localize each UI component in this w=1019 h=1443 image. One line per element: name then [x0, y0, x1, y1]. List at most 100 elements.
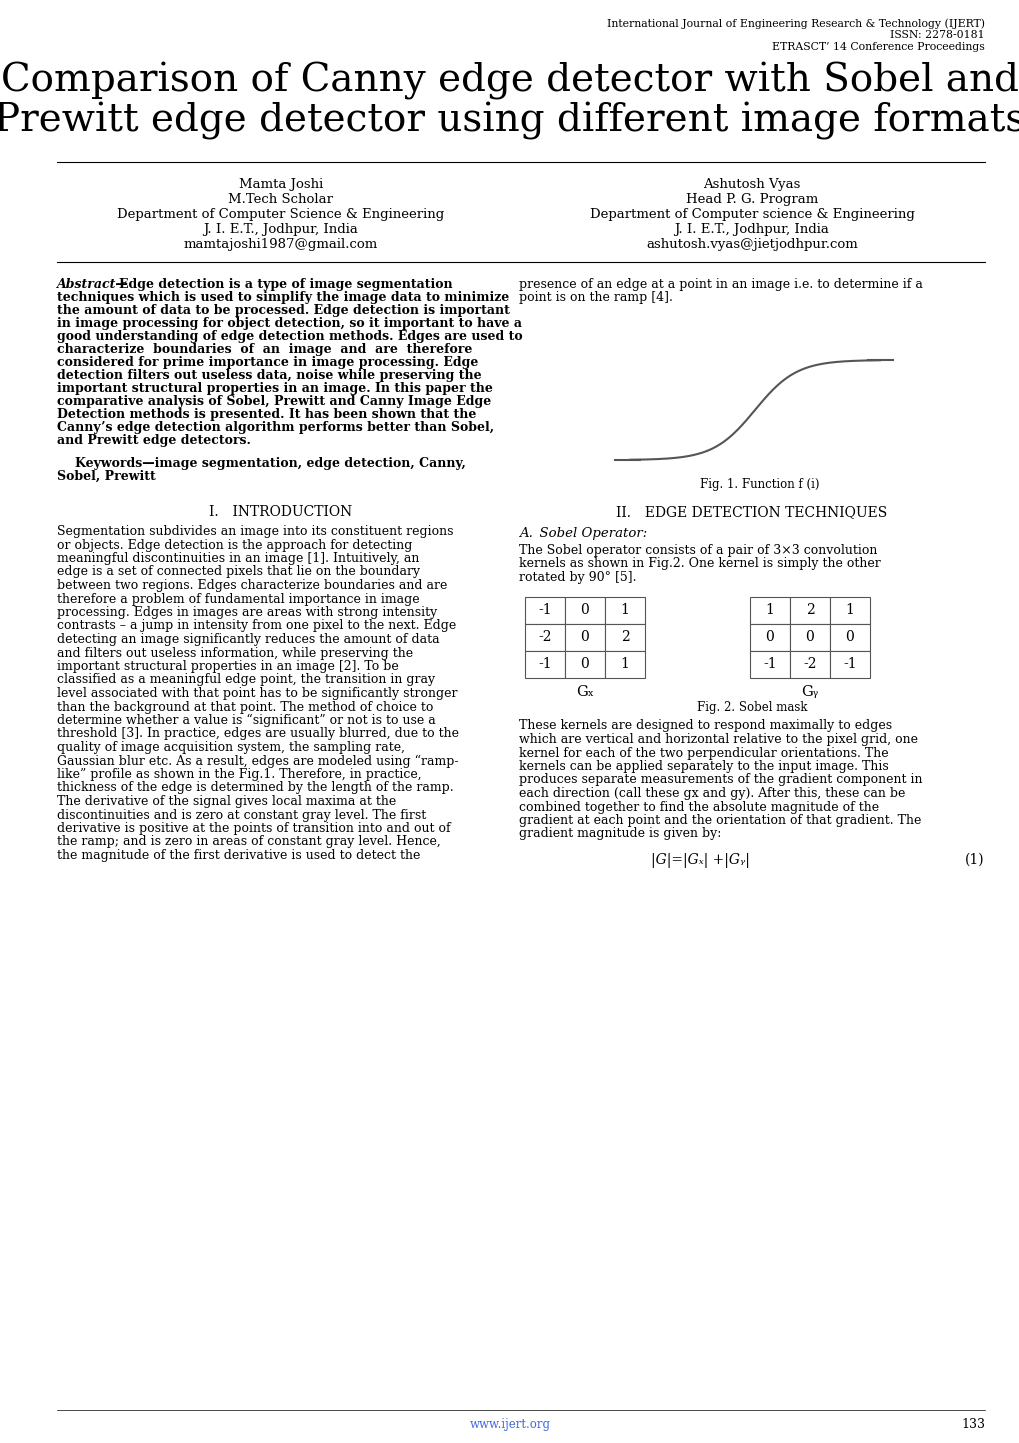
Bar: [749, 596, 790, 623]
Text: Department of Computer Science & Engineering: Department of Computer Science & Enginee…: [117, 208, 444, 221]
Text: between two regions. Edges characterize boundaries and are: between two regions. Edges characterize …: [57, 579, 447, 592]
Text: kernel for each of the two perpendicular orientations. The: kernel for each of the two perpendicular…: [519, 746, 888, 759]
Text: 0: 0: [805, 631, 813, 644]
Text: II. EDGE DETECTION TECHNIQUES: II. EDGE DETECTION TECHNIQUES: [615, 505, 887, 519]
Bar: [565, 596, 604, 623]
Bar: [749, 651, 790, 678]
Text: important structural properties in an image [2]. To be: important structural properties in an im…: [57, 659, 398, 672]
Text: 1: 1: [620, 657, 629, 671]
Text: Edge detection is a type of image segmentation: Edge detection is a type of image segmen…: [119, 278, 452, 291]
Text: -1: -1: [538, 657, 551, 671]
Text: -2: -2: [538, 631, 551, 644]
Text: 1: 1: [620, 603, 629, 618]
Bar: [565, 651, 604, 678]
Text: A. Sobel Operator:: A. Sobel Operator:: [519, 527, 647, 540]
Text: J. I. E.T., Jodhpur, India: J. I. E.T., Jodhpur, India: [204, 224, 358, 237]
Text: Ashutosh Vyas: Ashutosh Vyas: [703, 177, 800, 190]
Text: Sobel, Prewitt: Sobel, Prewitt: [57, 470, 156, 483]
Text: point is on the ramp [4].: point is on the ramp [4].: [519, 291, 673, 304]
Text: rotated by 90° [5].: rotated by 90° [5].: [519, 571, 636, 584]
Text: -1: -1: [538, 603, 551, 618]
Text: considered for prime importance in image processing. Edge: considered for prime importance in image…: [57, 356, 478, 369]
Bar: [790, 651, 829, 678]
Bar: [565, 623, 604, 651]
Text: International Journal of Engineering Research & Technology (IJERT): International Journal of Engineering Res…: [606, 17, 984, 29]
Text: 1: 1: [845, 603, 854, 618]
Bar: [829, 596, 869, 623]
Text: 133: 133: [960, 1418, 984, 1431]
Text: J. I. E.T., Jodhpur, India: J. I. E.T., Jodhpur, India: [674, 224, 828, 237]
Text: 0: 0: [765, 631, 773, 644]
Text: 0: 0: [580, 657, 589, 671]
Text: the magnitude of the first derivative is used to detect the: the magnitude of the first derivative is…: [57, 848, 420, 861]
Text: Fig. 2. Sobel mask: Fig. 2. Sobel mask: [696, 701, 806, 714]
Text: Detection methods is presented. It has been shown that the: Detection methods is presented. It has b…: [57, 408, 476, 421]
Text: in image processing for object detection, so it important to have a: in image processing for object detection…: [57, 317, 522, 330]
Text: important structural properties in an image. In this paper the: important structural properties in an im…: [57, 382, 492, 395]
Bar: [604, 623, 644, 651]
Text: ashutosh.vyas@jietjodhpur.com: ashutosh.vyas@jietjodhpur.com: [645, 238, 857, 251]
Text: therefore a problem of fundamental importance in image: therefore a problem of fundamental impor…: [57, 593, 419, 606]
Text: 0: 0: [580, 603, 589, 618]
Text: (1): (1): [964, 853, 984, 867]
Text: 1: 1: [765, 603, 773, 618]
Text: gradient magnitude is given by:: gradient magnitude is given by:: [519, 827, 720, 840]
Text: gradient at each point and the orientation of that gradient. The: gradient at each point and the orientati…: [519, 814, 920, 827]
Text: classified as a meaningful edge point, the transition in gray: classified as a meaningful edge point, t…: [57, 674, 435, 687]
Text: Prewitt edge detector using different image formats: Prewitt edge detector using different im…: [0, 102, 1019, 140]
Text: I. INTRODUCTION: I. INTRODUCTION: [209, 505, 353, 519]
Bar: [790, 623, 829, 651]
Text: These kernels are designed to respond maximally to edges: These kernels are designed to respond ma…: [519, 720, 892, 733]
Bar: [525, 623, 565, 651]
Text: -2: -2: [803, 657, 816, 671]
Text: The derivative of the signal gives local maxima at the: The derivative of the signal gives local…: [57, 795, 395, 808]
Text: |G|=|Gₓ| +|Gᵧ|: |G|=|Gₓ| +|Gᵧ|: [650, 853, 749, 869]
Text: mamtajoshi1987@gmail.com: mamtajoshi1987@gmail.com: [183, 238, 378, 251]
Bar: [604, 651, 644, 678]
Text: presence of an edge at a point in an image i.e. to determine if a: presence of an edge at a point in an ima…: [519, 278, 922, 291]
Text: edge is a set of connected pixels that lie on the boundary: edge is a set of connected pixels that l…: [57, 566, 420, 579]
Text: level associated with that point has to be significantly stronger: level associated with that point has to …: [57, 687, 458, 700]
Bar: [604, 596, 644, 623]
Text: Canny’s edge detection algorithm performs better than Sobel,: Canny’s edge detection algorithm perform…: [57, 421, 493, 434]
Bar: [749, 623, 790, 651]
Text: contrasts – a jump in intensity from one pixel to the next. Edge: contrasts – a jump in intensity from one…: [57, 619, 455, 632]
Text: -1: -1: [843, 657, 856, 671]
Text: Gᵧ: Gᵧ: [801, 685, 818, 700]
Text: good understanding of edge detection methods. Edges are used to: good understanding of edge detection met…: [57, 330, 522, 343]
Text: www.ijert.org: www.ijert.org: [469, 1418, 550, 1431]
Text: M.Tech Scholar: M.Tech Scholar: [228, 193, 333, 206]
Text: -1: -1: [762, 657, 776, 671]
Text: ETRASCT’ 14 Conference Proceedings: ETRASCT’ 14 Conference Proceedings: [771, 42, 984, 52]
Text: The Sobel operator consists of a pair of 3×3 convolution: The Sobel operator consists of a pair of…: [519, 544, 876, 557]
Text: determine whether a value is “significant” or not is to use a: determine whether a value is “significan…: [57, 714, 435, 727]
Text: Keywords—image segmentation, edge detection, Canny,: Keywords—image segmentation, edge detect…: [75, 457, 466, 470]
Text: detecting an image significantly reduces the amount of data: detecting an image significantly reduces…: [57, 633, 439, 646]
Text: the amount of data to be processed. Edge detection is important: the amount of data to be processed. Edge…: [57, 304, 510, 317]
Bar: [829, 651, 869, 678]
Text: techniques which is used to simplify the image data to minimize: techniques which is used to simplify the…: [57, 291, 508, 304]
Text: Department of Computer science & Engineering: Department of Computer science & Enginee…: [589, 208, 914, 221]
Text: comparative analysis of Sobel, Prewitt and Canny Image Edge: comparative analysis of Sobel, Prewitt a…: [57, 395, 491, 408]
Text: than the background at that point. The method of choice to: than the background at that point. The m…: [57, 700, 433, 713]
Text: discontinuities and is zero at constant gray level. The first: discontinuities and is zero at constant …: [57, 808, 426, 821]
Text: which are vertical and horizontal relative to the pixel grid, one: which are vertical and horizontal relati…: [519, 733, 917, 746]
Bar: [525, 596, 565, 623]
Text: kernels as shown in Fig.2. One kernel is simply the other: kernels as shown in Fig.2. One kernel is…: [519, 557, 879, 570]
Text: Mamta Joshi: Mamta Joshi: [238, 177, 323, 190]
Text: detection filters out useless data, noise while preserving the: detection filters out useless data, nois…: [57, 369, 481, 382]
Text: processing. Edges in images are areas with strong intensity: processing. Edges in images are areas wi…: [57, 606, 437, 619]
Text: Comparison of Canny edge detector with Sobel and: Comparison of Canny edge detector with S…: [1, 62, 1018, 100]
Bar: [790, 596, 829, 623]
Text: Head P. G. Program: Head P. G. Program: [685, 193, 817, 206]
Text: Gaussian blur etc. As a result, edges are modeled using “ramp-: Gaussian blur etc. As a result, edges ar…: [57, 755, 459, 768]
Text: ISSN: 2278-0181: ISSN: 2278-0181: [890, 30, 984, 40]
Text: characterize  boundaries  of  an  image  and  are  therefore: characterize boundaries of an image and …: [57, 343, 472, 356]
Text: thickness of the edge is determined by the length of the ramp.: thickness of the edge is determined by t…: [57, 782, 453, 795]
Text: produces separate measurements of the gradient component in: produces separate measurements of the gr…: [519, 773, 921, 786]
Bar: [829, 623, 869, 651]
Text: meaningful discontinuities in an image [1]. Intuitively, an: meaningful discontinuities in an image […: [57, 553, 419, 566]
Text: like” profile as shown in the Fig.1. Therefore, in practice,: like” profile as shown in the Fig.1. The…: [57, 768, 421, 781]
Text: Abstract—: Abstract—: [57, 278, 128, 291]
Text: and Prewitt edge detectors.: and Prewitt edge detectors.: [57, 434, 251, 447]
